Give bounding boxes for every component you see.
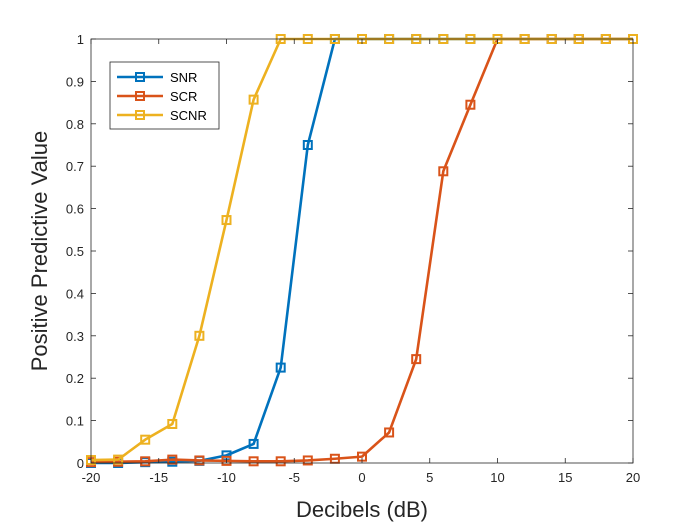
y-tick-label: 0 (77, 456, 84, 471)
y-tick-label: 0.2 (66, 371, 84, 386)
legend-label: SNR (170, 70, 197, 85)
data-point (113, 454, 124, 465)
data-point (248, 456, 259, 467)
data-point (221, 215, 232, 226)
data-point (167, 454, 178, 465)
data-point (140, 456, 151, 467)
data-point (194, 455, 205, 466)
y-tick-label: 0.6 (66, 202, 84, 217)
y-tick-label: 0.3 (66, 329, 84, 344)
legend-item: SNR (117, 70, 197, 85)
legend-marker (135, 91, 145, 101)
data-point (302, 455, 313, 466)
data-point (194, 330, 205, 341)
legend-item: SCR (117, 89, 197, 104)
legend-label: SCNR (170, 108, 207, 123)
chart-ticks: -20 -15 -10 -5 0 5 10 15 20 0 0.1 0.2 0.3 0.4 0.5 0.6 0.… (66, 32, 640, 485)
data-point (275, 362, 286, 373)
y-tick-label: 0.1 (66, 414, 84, 429)
y-tick-label: 0.4 (66, 286, 84, 301)
data-point (167, 418, 178, 429)
data-point (438, 166, 449, 177)
legend-marker (135, 72, 145, 82)
y-tick-label: 1 (77, 32, 84, 47)
x-axis-label: Decibels (dB) (296, 497, 428, 522)
x-tick-label: 15 (558, 470, 572, 485)
x-tick-label: 0 (358, 470, 365, 485)
y-tick-label: 0.9 (66, 74, 84, 89)
legend-marker (135, 110, 145, 120)
data-point (248, 438, 259, 449)
data-point (384, 427, 395, 438)
data-point (411, 354, 422, 365)
legend: SNR SCR SCNR (109, 61, 220, 130)
x-tick-label: 5 (426, 470, 433, 485)
y-tick-label: 0.7 (66, 159, 84, 174)
x-tick-label: -10 (217, 470, 236, 485)
y-axis-label: Positive Predictive Value (27, 131, 52, 372)
x-tick-label: 20 (626, 470, 640, 485)
data-point (302, 140, 313, 150)
data-point (275, 456, 286, 467)
data-point (248, 94, 259, 105)
legend-item: SCNR (117, 108, 207, 123)
legend-label: SCR (170, 89, 197, 104)
data-point (140, 434, 151, 445)
y-tick-label: 0.5 (66, 244, 84, 259)
y-tick-label: 0.8 (66, 117, 84, 132)
x-tick-label: -5 (288, 470, 300, 485)
data-point (465, 99, 476, 110)
x-tick-label: 10 (490, 470, 504, 485)
data-point (221, 455, 232, 466)
x-tick-label: -15 (149, 470, 168, 485)
x-tick-label: -20 (82, 470, 101, 485)
